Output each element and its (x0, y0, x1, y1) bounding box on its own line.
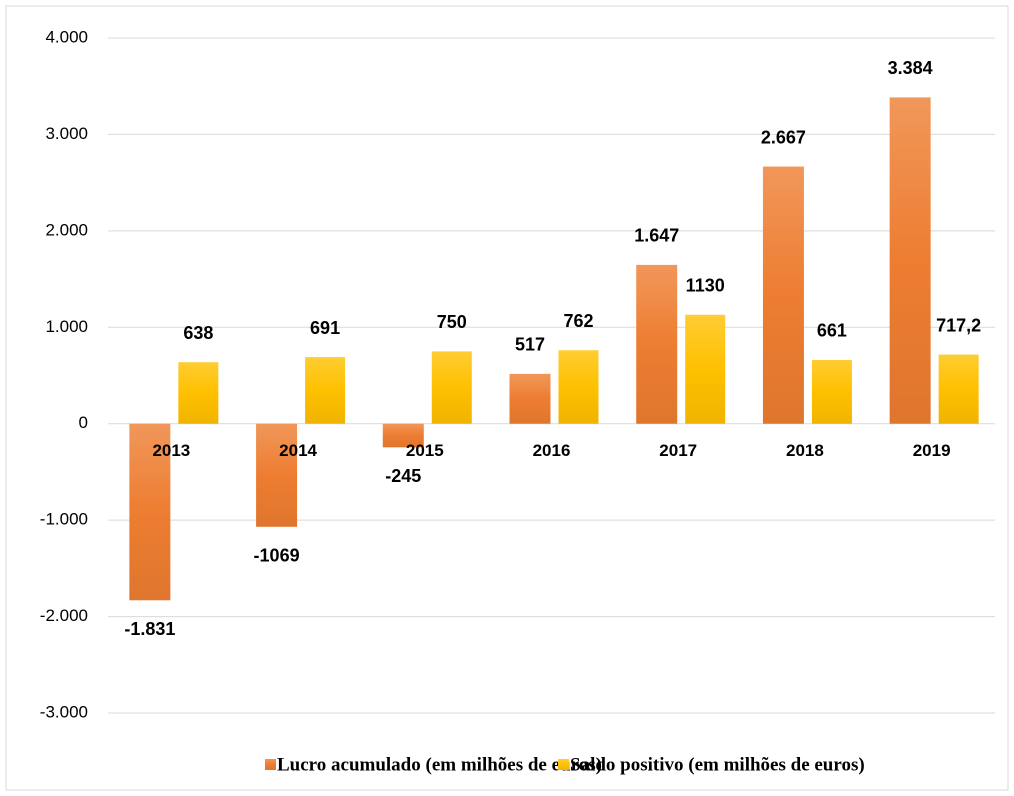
bar (129, 423, 171, 601)
bar (889, 97, 931, 424)
data-label: -1.831 (124, 619, 175, 639)
data-label: 638 (183, 323, 213, 343)
bar (811, 359, 852, 424)
bar (762, 166, 804, 424)
x-tick-label: 2017 (659, 441, 697, 460)
bar (685, 314, 726, 424)
data-label: -1069 (254, 546, 300, 566)
y-tick-label: 0 (79, 413, 88, 432)
y-tick-label: -1.000 (40, 510, 88, 529)
bar (431, 351, 472, 424)
data-label: 2.667 (761, 127, 806, 147)
y-tick-label: -3.000 (40, 702, 88, 721)
bar (636, 264, 678, 424)
data-label: 3.384 (888, 58, 933, 78)
x-tick-label: 2015 (406, 441, 444, 460)
bar (305, 357, 346, 424)
data-label: 762 (563, 311, 593, 331)
data-label: 750 (437, 312, 467, 332)
data-label: -245 (385, 466, 421, 486)
bar (256, 423, 298, 527)
legend-label: Saldo positivo (em milhões de euros) (570, 754, 865, 775)
y-tick-label: 2.000 (45, 220, 88, 239)
legend-label: Lucro acumulado (em milhões de euros) (277, 754, 602, 775)
x-tick-label: 2014 (279, 441, 317, 460)
bar (938, 354, 979, 424)
data-label: 517 (515, 335, 545, 355)
x-tick-label: 2019 (913, 441, 951, 460)
bar (178, 362, 219, 424)
legend-swatch (558, 759, 569, 770)
legend-swatch (265, 759, 276, 770)
data-label: 661 (817, 321, 847, 341)
data-label: 691 (310, 318, 340, 338)
chart-border (5, 5, 1009, 791)
y-tick-label: 3.000 (45, 124, 88, 143)
y-tick-label: 1.000 (45, 317, 88, 336)
bar (509, 373, 551, 424)
data-label: 717,2 (936, 315, 981, 335)
bar (558, 350, 599, 424)
y-tick-label: 4.000 (45, 27, 88, 46)
data-label: 1130 (686, 276, 725, 296)
x-tick-label: 2016 (533, 441, 571, 460)
data-label: 1.647 (634, 226, 679, 246)
bar (382, 423, 424, 448)
y-tick-label: -2.000 (40, 606, 88, 625)
x-tick-label: 2013 (152, 441, 190, 460)
x-tick-label: 2018 (786, 441, 824, 460)
